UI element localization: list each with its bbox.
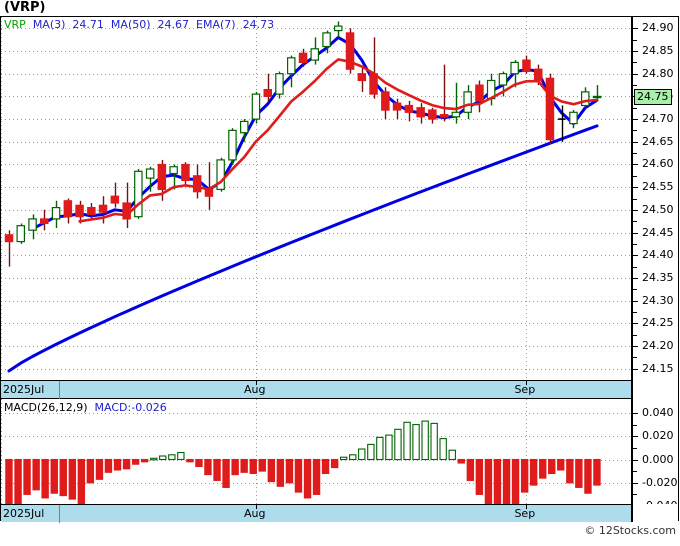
price-tick-mark [633, 277, 638, 279]
price-legend: VRP MA(3) 24.71 MA(50) 24.67 EMA(7) 24.7… [4, 18, 274, 31]
price-minor-tick [633, 243, 637, 245]
macd-minor-tick [633, 494, 637, 496]
date-tick [255, 381, 257, 385]
price-tick-mark [633, 141, 638, 143]
macd-value-label: MACD:-0.026 [94, 401, 167, 414]
macd-tick-mark [633, 412, 638, 414]
price-tick-label: 24.25 [642, 316, 674, 330]
date-tick [526, 505, 528, 509]
legend-ma3-label: MA(3) [32, 18, 66, 31]
price-tick-mark [633, 119, 638, 121]
price-tick-label: 24.35 [642, 270, 674, 284]
macd-date-label: 2025Jul [3, 507, 45, 520]
price-minor-tick [633, 357, 637, 359]
price-tick-mark [633, 187, 638, 189]
price-tick-mark [633, 300, 638, 302]
page-title: (VRP) [4, 0, 46, 15]
macd-tick-label: 0.040 [642, 405, 674, 419]
price-minor-tick [633, 175, 637, 177]
price-minor-tick [633, 334, 637, 336]
price-tick-label: 24.20 [642, 338, 674, 352]
price-tick-mark [633, 209, 638, 211]
date-tick [255, 505, 257, 509]
macd-indicator-label: MACD(26,12,9) [4, 401, 88, 414]
price-tick-label: 24.50 [642, 202, 674, 216]
macd-tick-label: 0.020 [642, 429, 674, 443]
price-x-axis-corner [631, 380, 678, 399]
price-minor-tick [633, 62, 637, 64]
legend-ma50-value: 24.67 [157, 18, 190, 31]
price-minor-tick [633, 289, 637, 291]
macd-date-label: Sep [514, 507, 536, 520]
price-tick-mark [633, 232, 638, 234]
price-date-label: Aug [243, 383, 266, 396]
macd-tick-mark [633, 459, 638, 461]
price-minor-tick [633, 311, 637, 313]
macd-tick-label: 0.000 [642, 452, 674, 466]
macd-x-axis: 2025JulAugSepOct [1, 504, 631, 523]
price-tick-label: 24.55 [642, 180, 674, 194]
macd-chart-canvas [1, 399, 631, 520]
legend-ma3-value: 24.71 [72, 18, 104, 31]
date-band-divider [59, 505, 60, 523]
price-tick-label: 24.90 [642, 21, 674, 35]
price-tick-label: 24.60 [642, 157, 674, 171]
price-chart-canvas [1, 17, 631, 380]
legend-symbol: VRP [4, 18, 26, 31]
price-tick-label: 24.30 [642, 293, 674, 307]
price-tick-mark [633, 255, 638, 257]
price-tick-mark [633, 323, 638, 325]
macd-tick-label: -0.020 [642, 475, 678, 489]
price-x-axis: 2025JulAugSepOct [1, 380, 631, 399]
price-date-label: 2025Jul [3, 383, 45, 396]
date-band-divider [59, 381, 60, 399]
macd-chart-panel[interactable] [1, 399, 631, 520]
price-minor-tick [633, 39, 637, 41]
price-minor-tick [633, 153, 637, 155]
price-tick-mark [633, 51, 638, 53]
price-minor-tick [633, 221, 637, 223]
current-price-tag: 24.75 [634, 89, 672, 106]
price-chart-panel[interactable] [1, 17, 631, 380]
macd-minor-tick [633, 424, 637, 426]
macd-minor-tick [633, 447, 637, 449]
price-date-label: Sep [514, 383, 536, 396]
price-minor-tick [633, 198, 637, 200]
price-tick-mark [633, 368, 638, 370]
price-tick-label: 24.40 [642, 248, 674, 262]
price-minor-tick [633, 85, 637, 87]
macd-legend: MACD(26,12,9) MACD:-0.026 [4, 401, 167, 414]
legend-ema7-value: 24.73 [242, 18, 275, 31]
price-y-axis: 24.90 24.85 24.80 24.75 24.70 24.65 24.60 24.55… [631, 17, 678, 380]
price-tick-label: 24.70 [642, 112, 674, 126]
price-tick-label: 24.80 [642, 66, 674, 80]
price-tick-label: 24.45 [642, 225, 674, 239]
price-minor-tick [633, 266, 637, 268]
macd-tick-mark [633, 436, 638, 438]
price-minor-tick [633, 130, 637, 132]
macd-date-label: Aug [243, 507, 266, 520]
price-tick-mark [633, 345, 638, 347]
price-tick-label: 24.15 [642, 361, 674, 375]
legend-ma50-label: MA(50) [110, 18, 151, 31]
macd-tick-mark [633, 482, 638, 484]
macd-minor-tick [633, 471, 637, 473]
macd-x-axis-corner [631, 504, 678, 522]
price-tick-label: 24.65 [642, 134, 674, 148]
price-minor-tick [633, 107, 637, 109]
legend-ema7-label: EMA(7) [196, 18, 236, 31]
price-tick-mark [633, 28, 638, 30]
price-tick-mark [633, 73, 638, 75]
copyright-footer: © 12Stocks.com [584, 524, 676, 537]
date-tick [526, 381, 528, 385]
price-tick-label: 24.85 [642, 44, 674, 58]
price-tick-mark [633, 164, 638, 166]
